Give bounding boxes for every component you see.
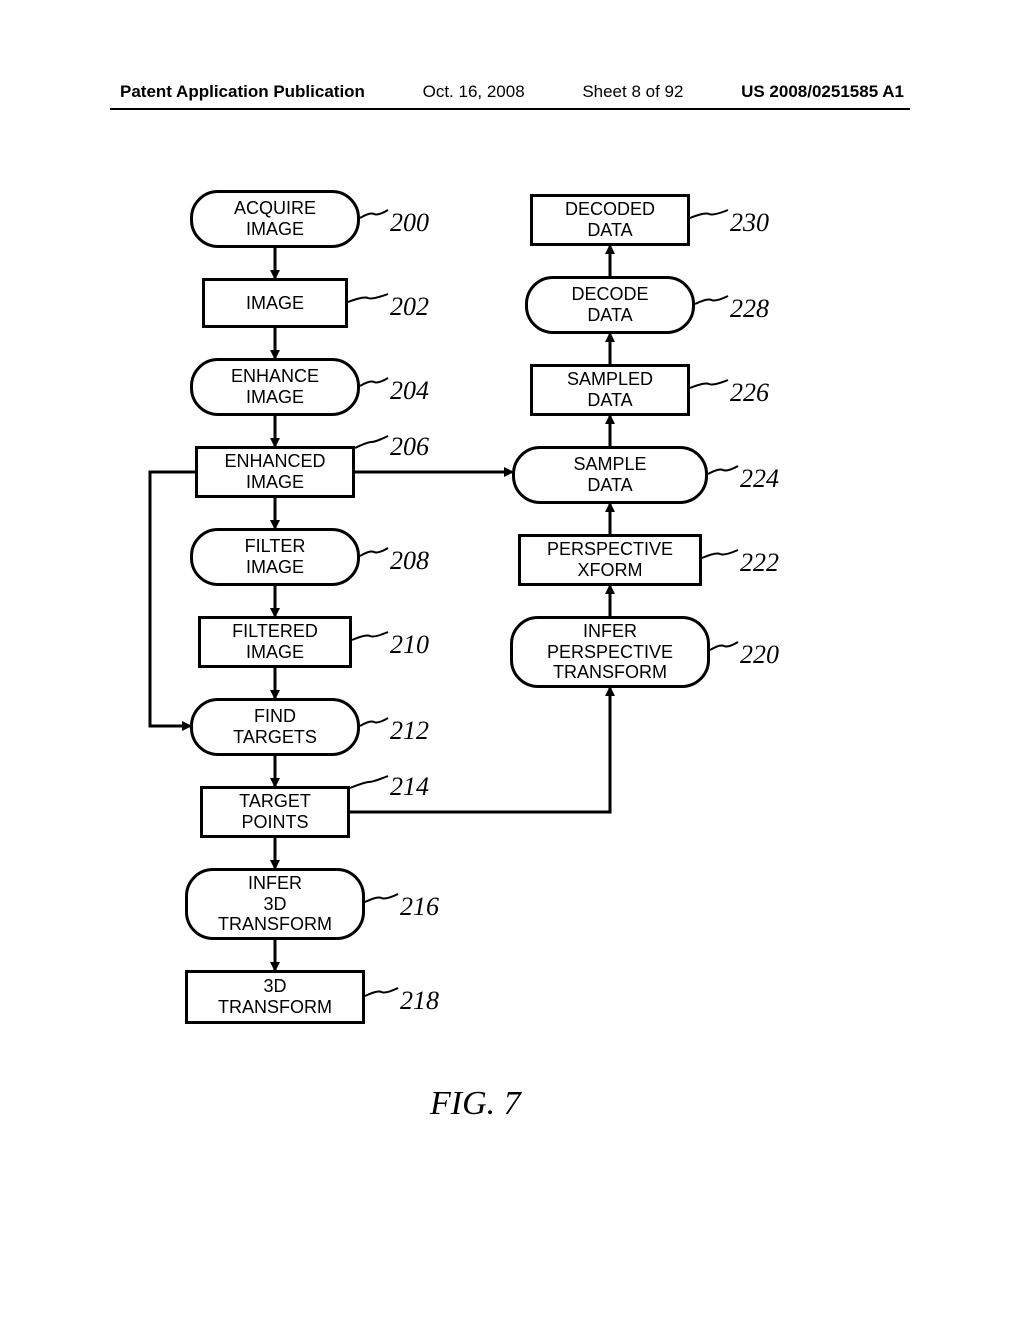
- connector-overlay: [0, 180, 1024, 1180]
- node-230: DECODED DATA: [530, 194, 690, 246]
- ref-label-210: 210: [390, 630, 429, 660]
- header-publication: Patent Application Publication: [120, 82, 365, 102]
- ref-label-230: 230: [730, 208, 769, 238]
- node-204: ENHANCE IMAGE: [190, 358, 360, 416]
- node-222: PERSPECTIVE XFORM: [518, 534, 702, 586]
- header-rule: [110, 108, 910, 110]
- ref-label-218: 218: [400, 986, 439, 1016]
- node-220: INFER PERSPECTIVE TRANSFORM: [510, 616, 710, 688]
- ref-label-202: 202: [390, 292, 429, 322]
- ref-label-214: 214: [390, 772, 429, 802]
- page: Patent Application Publication Oct. 16, …: [0, 0, 1024, 1320]
- ref-label-228: 228: [730, 294, 769, 324]
- figure-caption: FIG. 7: [430, 1085, 521, 1123]
- ref-label-208: 208: [390, 546, 429, 576]
- node-200: ACQUIRE IMAGE: [190, 190, 360, 248]
- page-header: Patent Application Publication Oct. 16, …: [0, 82, 1024, 102]
- ref-label-226: 226: [730, 378, 769, 408]
- ref-label-204: 204: [390, 376, 429, 406]
- ref-label-212: 212: [390, 716, 429, 746]
- node-208: FILTER IMAGE: [190, 528, 360, 586]
- ref-label-200: 200: [390, 208, 429, 238]
- ref-label-224: 224: [740, 464, 779, 494]
- node-216: INFER 3D TRANSFORM: [185, 868, 365, 940]
- node-206: ENHANCED IMAGE: [195, 446, 355, 498]
- header-date: Oct. 16, 2008: [423, 82, 525, 102]
- node-218: 3D TRANSFORM: [185, 970, 365, 1024]
- ref-label-220: 220: [740, 640, 779, 670]
- node-212: FIND TARGETS: [190, 698, 360, 756]
- flowchart-diagram: ACQUIRE IMAGE 200 IMAGE 202 ENHANCE IMAGE 204…: [0, 180, 1024, 1180]
- node-228: DECODE DATA: [525, 276, 695, 334]
- node-214: TARGET POINTS: [200, 786, 350, 838]
- ref-label-216: 216: [400, 892, 439, 922]
- node-210: FILTERED IMAGE: [198, 616, 352, 668]
- ref-label-222: 222: [740, 548, 779, 578]
- node-226: SAMPLED DATA: [530, 364, 690, 416]
- node-224: SAMPLE DATA: [512, 446, 708, 504]
- ref-label-206: 206: [390, 432, 429, 462]
- header-sheet: Sheet 8 of 92: [582, 82, 683, 102]
- node-202: IMAGE: [202, 278, 348, 328]
- header-pubno: US 2008/0251585 A1: [741, 82, 904, 102]
